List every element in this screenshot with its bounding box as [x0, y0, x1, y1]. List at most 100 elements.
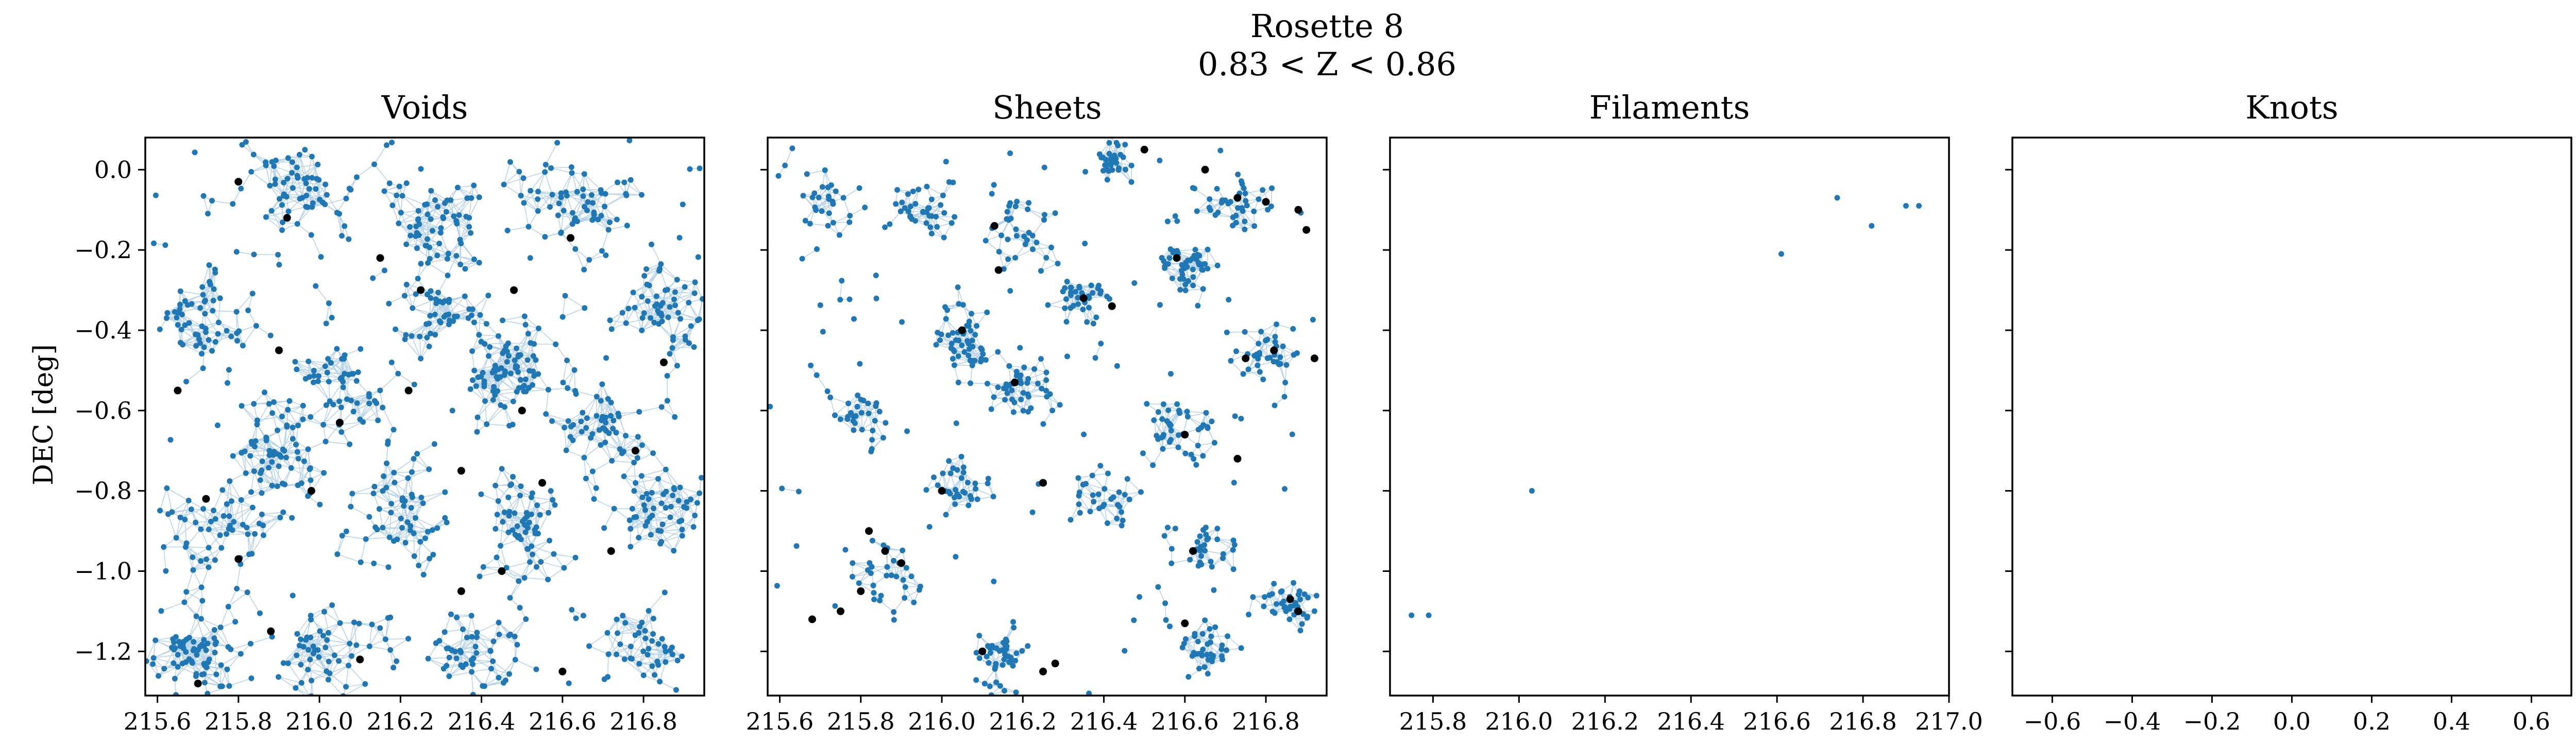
data-point — [955, 353, 961, 359]
data-point — [1030, 246, 1036, 252]
data-point — [308, 617, 314, 623]
data-point — [387, 647, 394, 653]
data-point — [496, 631, 502, 637]
data-point — [530, 382, 535, 388]
data-point — [171, 639, 177, 646]
data-point — [952, 495, 958, 501]
data-point — [527, 559, 533, 565]
data-point — [1185, 278, 1191, 284]
x-tick-label: 216.8 — [609, 707, 677, 735]
data-point — [226, 683, 232, 689]
data-point — [510, 474, 516, 480]
data-point — [313, 186, 319, 192]
data-point — [640, 648, 647, 654]
data-point — [405, 636, 411, 642]
data-point — [497, 374, 503, 380]
data-point — [551, 551, 557, 557]
data-point — [478, 491, 484, 497]
data-point — [280, 660, 286, 666]
data-point — [454, 614, 460, 620]
data-point — [389, 140, 395, 145]
data-point — [1155, 436, 1161, 442]
data-point — [1214, 526, 1221, 532]
data-point — [1043, 255, 1049, 261]
data-point — [1004, 209, 1010, 215]
data-point — [639, 442, 645, 448]
data-point — [580, 613, 586, 619]
data-point — [518, 193, 524, 199]
data-point — [269, 459, 275, 465]
data-point — [448, 611, 454, 617]
data-point — [655, 308, 661, 314]
data-point — [855, 392, 861, 398]
data-point — [663, 287, 668, 293]
data-point — [814, 246, 820, 252]
data-point — [198, 584, 205, 590]
data-point — [471, 367, 478, 374]
data-point — [873, 273, 879, 278]
data-point — [1224, 647, 1230, 653]
data-point — [307, 656, 313, 663]
data-point — [383, 142, 389, 148]
data-point — [631, 514, 637, 520]
data-point — [428, 288, 434, 294]
data-point — [474, 414, 481, 420]
data-point — [1206, 205, 1212, 211]
data-point — [564, 193, 570, 199]
data-point — [1290, 326, 1296, 332]
data-point — [463, 213, 469, 219]
data-point — [552, 502, 558, 508]
data-point — [581, 171, 587, 177]
data-point — [1168, 428, 1174, 434]
data-point — [1006, 203, 1012, 209]
data-point — [869, 437, 875, 443]
data-point — [227, 478, 233, 484]
data-point — [1101, 486, 1108, 492]
data-point — [388, 501, 395, 507]
data-point — [1073, 289, 1078, 295]
panel-frame-filaments — [1389, 137, 1950, 697]
data-point — [887, 221, 893, 227]
data-point — [1077, 510, 1083, 516]
data-point — [923, 487, 929, 493]
data-point — [496, 674, 502, 681]
data-point — [528, 511, 534, 517]
data-point — [556, 200, 562, 207]
data-point — [910, 189, 916, 194]
data-point — [272, 181, 278, 187]
data-point — [518, 483, 524, 489]
data-point — [454, 184, 461, 191]
data-point — [1007, 288, 1013, 294]
data-point — [1182, 288, 1189, 294]
data-point — [1251, 208, 1257, 214]
x-tick-label: −0.6 — [2024, 707, 2081, 735]
data-point — [1212, 212, 1218, 218]
data-point — [259, 490, 265, 496]
data-point — [1019, 648, 1025, 654]
data-point — [1151, 417, 1157, 423]
data-point — [1086, 295, 1092, 301]
data-point — [650, 616, 656, 621]
data-point — [607, 317, 613, 324]
data-point — [503, 565, 510, 571]
data-point — [182, 322, 188, 328]
data-point — [1068, 284, 1074, 291]
highlighted-point — [518, 407, 526, 415]
data-point — [525, 331, 531, 337]
data-point — [558, 190, 564, 196]
data-point — [1007, 150, 1013, 156]
data-point — [388, 510, 394, 516]
data-point — [266, 401, 272, 407]
data-point — [1244, 202, 1250, 209]
data-point — [908, 573, 914, 580]
data-point — [426, 343, 432, 349]
data-point — [684, 505, 690, 511]
data-point — [1017, 345, 1023, 351]
data-point — [1090, 492, 1096, 498]
data-point — [580, 186, 586, 192]
data-point — [522, 376, 529, 382]
highlighted-point — [498, 567, 506, 575]
highlighted-point — [1039, 479, 1047, 487]
data-point — [520, 175, 527, 181]
data-point — [858, 397, 864, 402]
